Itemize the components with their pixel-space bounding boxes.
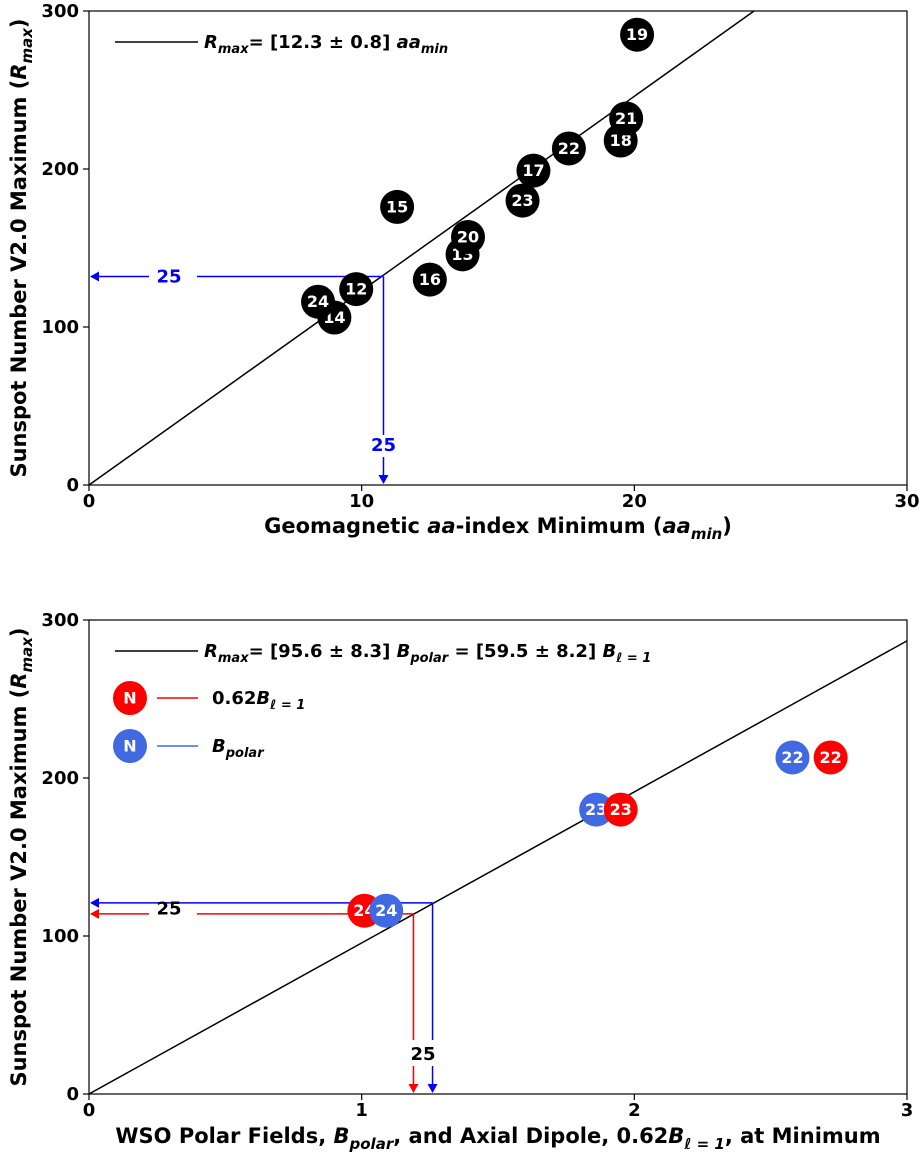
- point-marker: [620, 17, 655, 52]
- point-marker: [579, 792, 614, 827]
- point-label: 23: [511, 191, 533, 210]
- plot-frame: [88, 10, 908, 486]
- legend-entry-polar: N Bpolar: [113, 729, 265, 763]
- y-tick-label: 200: [41, 159, 79, 180]
- point-marker: [813, 740, 848, 775]
- y-tick-label: 0: [66, 1084, 79, 1105]
- data-point-polar-cycle-24: 24: [369, 893, 404, 928]
- point-marker: [551, 131, 586, 166]
- data-point-cycle-19: 19: [620, 17, 655, 52]
- point-marker: [451, 219, 486, 254]
- point-marker: [516, 153, 551, 188]
- point-label: 15: [386, 197, 408, 216]
- point-label: 20: [457, 227, 479, 246]
- legend-label-dipole: 0.62Bℓ = 1: [212, 688, 305, 713]
- prediction-arrow-down-dipole: [408, 1084, 419, 1093]
- data-point-cycle-16: 16: [412, 262, 447, 297]
- y-axis-label: Sunspot Number V2.0 Maximum (Rmax): [7, 627, 36, 1086]
- point-label: 22: [781, 748, 803, 767]
- x-tick-label: 10: [349, 491, 374, 512]
- point-label: 22: [820, 748, 842, 767]
- data-point-polar-cycle-22: 22: [775, 740, 810, 775]
- point-label: 21: [615, 109, 637, 128]
- legend-label-polar: Bpolar: [212, 736, 265, 761]
- prediction-arrow-down: [378, 475, 389, 484]
- prediction-label-y: 25: [156, 898, 181, 919]
- x-tick-label: 3: [901, 1100, 914, 1121]
- point-marker: [301, 284, 336, 319]
- legend: Rmax= [95.6 ± 8.3] Bpolar = [59.5 ± 8.2]…: [113, 641, 651, 763]
- point-label: 12: [345, 280, 367, 299]
- y-axis-label: Sunspot Number V2.0 Maximum (Rmax): [7, 18, 36, 477]
- data-point-cycle-17: 17: [516, 153, 551, 188]
- point-marker: [369, 893, 404, 928]
- point-marker: [775, 740, 810, 775]
- y-tick-label: 300: [41, 610, 79, 631]
- point-marker: [609, 101, 644, 136]
- x-tick-label: 30: [894, 491, 919, 512]
- point-marker: [380, 189, 415, 224]
- y-tick-label: 300: [41, 1, 79, 22]
- legend-marker-letter: N: [123, 737, 136, 756]
- x-tick-label: 20: [622, 491, 647, 512]
- y-tick-label: 100: [41, 926, 79, 947]
- legend-fit-label: Rmax= [95.6 ± 8.3] Bpolar = [59.5 ± 8.2]…: [204, 641, 651, 666]
- prediction-label-x: 25: [371, 435, 396, 456]
- legend: Rmax= [12.3 ± 0.8] aamin: [115, 32, 448, 57]
- point-label: 23: [585, 800, 607, 819]
- x-tick-label: 2: [628, 1100, 641, 1121]
- point-label: 17: [522, 161, 544, 180]
- data-point-cycle-22: 22: [551, 131, 586, 166]
- data-point-cycle-20: 20: [451, 219, 486, 254]
- prediction-label-x: 25: [410, 1044, 435, 1065]
- point-label: 16: [419, 270, 441, 289]
- x-tick-label: 0: [83, 1100, 96, 1121]
- point-marker: [339, 272, 374, 307]
- legend-marker-blue: [113, 729, 147, 763]
- point-label: 19: [626, 25, 648, 44]
- point-label: 18: [610, 131, 632, 150]
- prediction-arrow-left: [90, 271, 99, 282]
- data-point-dipole-cycle-23: 23: [603, 792, 638, 827]
- point-marker: [412, 262, 447, 297]
- x-axis-label: Geomagnetic aa-index Minimum (aamin): [264, 514, 732, 543]
- fit-line: [88, 10, 755, 486]
- prediction-arrow-down-polar: [427, 1084, 438, 1093]
- x-tick-label: 0: [83, 491, 96, 512]
- y-tick-label: 0: [66, 475, 79, 496]
- point-marker: [505, 183, 540, 218]
- plot-frame: [88, 619, 908, 1095]
- point-label: 24: [375, 901, 397, 920]
- fit-line: [88, 640, 908, 1095]
- legend-entry-dipole: N 0.62Bℓ = 1: [113, 681, 305, 715]
- prediction-arrow-left-dipole: [90, 908, 99, 919]
- point-marker: [603, 792, 638, 827]
- y-tick-label: 200: [41, 768, 79, 789]
- prediction-arrow-left-polar: [90, 897, 99, 908]
- y-tick-label: 100: [41, 317, 79, 338]
- point-label: 23: [610, 800, 632, 819]
- prediction-label-y: 25: [156, 266, 181, 287]
- data-point-cycle-23: 23: [505, 183, 540, 218]
- point-label: 22: [558, 139, 580, 158]
- legend-fit-label: Rmax= [12.3 ± 0.8] aamin: [204, 32, 448, 57]
- data-point-cycle-24: 24: [301, 284, 336, 319]
- point-label: 24: [307, 292, 329, 311]
- prediction-25: 25 25: [90, 266, 396, 484]
- legend-marker-letter: N: [123, 689, 136, 708]
- x-axis-label: WSO Polar Fields, Bpolar, and Axial Dipo…: [115, 1124, 880, 1152]
- data-point-dipole-cycle-22: 22: [813, 740, 848, 775]
- prediction-label-backdrop: [399, 1040, 447, 1066]
- data-point-cycle-15: 15: [380, 189, 415, 224]
- data-point-cycle-12: 12: [339, 272, 374, 307]
- data-point-polar-cycle-23: 23: [579, 792, 614, 827]
- data-point-cycle-21: 21: [609, 101, 644, 136]
- x-tick-label: 1: [355, 1100, 368, 1121]
- legend-marker-red: [113, 681, 147, 715]
